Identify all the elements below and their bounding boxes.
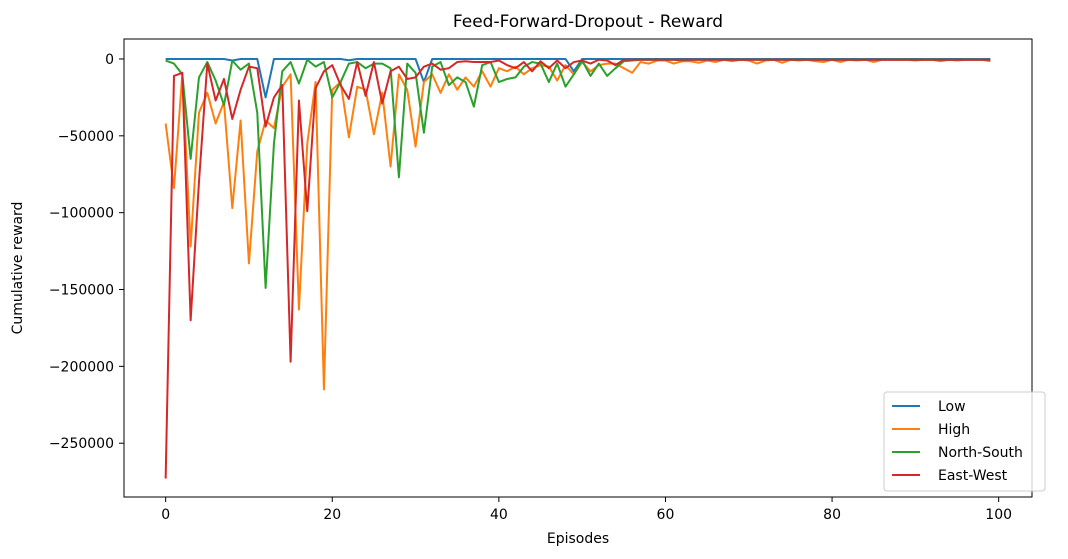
y-axis: 0 −50000 −100000 −150000 −200000 −250000 [49, 52, 124, 452]
legend-label-low: Low [938, 399, 966, 415]
x-tick-label: 0 [161, 507, 170, 523]
y-tick-label: −100000 [49, 206, 114, 222]
legend-label-east-west: East-West [938, 468, 1008, 484]
y-tick-label: −50000 [58, 129, 114, 145]
legend: Low High North-South East-West [883, 391, 1046, 492]
x-tick-label: 40 [490, 507, 508, 523]
legend-label-north-south: North-South [938, 445, 1023, 461]
y-tick-label: −150000 [49, 283, 114, 299]
series-line-east-west [164, 58, 991, 479]
x-tick-label: 60 [657, 507, 675, 523]
chart-title: Feed-Forward-Dropout - Reward [453, 12, 723, 32]
y-tick-label: −200000 [49, 359, 114, 375]
y-axis-label: Cumulative reward [10, 202, 26, 335]
y-tick-label: −250000 [49, 436, 114, 452]
legend-box [883, 391, 1046, 492]
y-tick-label: 0 [105, 52, 114, 68]
plot-frame [123, 38, 1033, 498]
x-tick-label: 20 [323, 507, 341, 523]
x-axis-label: Episodes [547, 531, 609, 547]
x-tick-label: 80 [823, 507, 841, 523]
legend-label-high: High [938, 422, 970, 438]
series-line-north-south [165, 58, 991, 289]
x-axis: 0 20 40 60 80 100 [161, 497, 1012, 523]
plot-area [164, 57, 991, 479]
x-tick-label: 100 [985, 507, 1012, 523]
